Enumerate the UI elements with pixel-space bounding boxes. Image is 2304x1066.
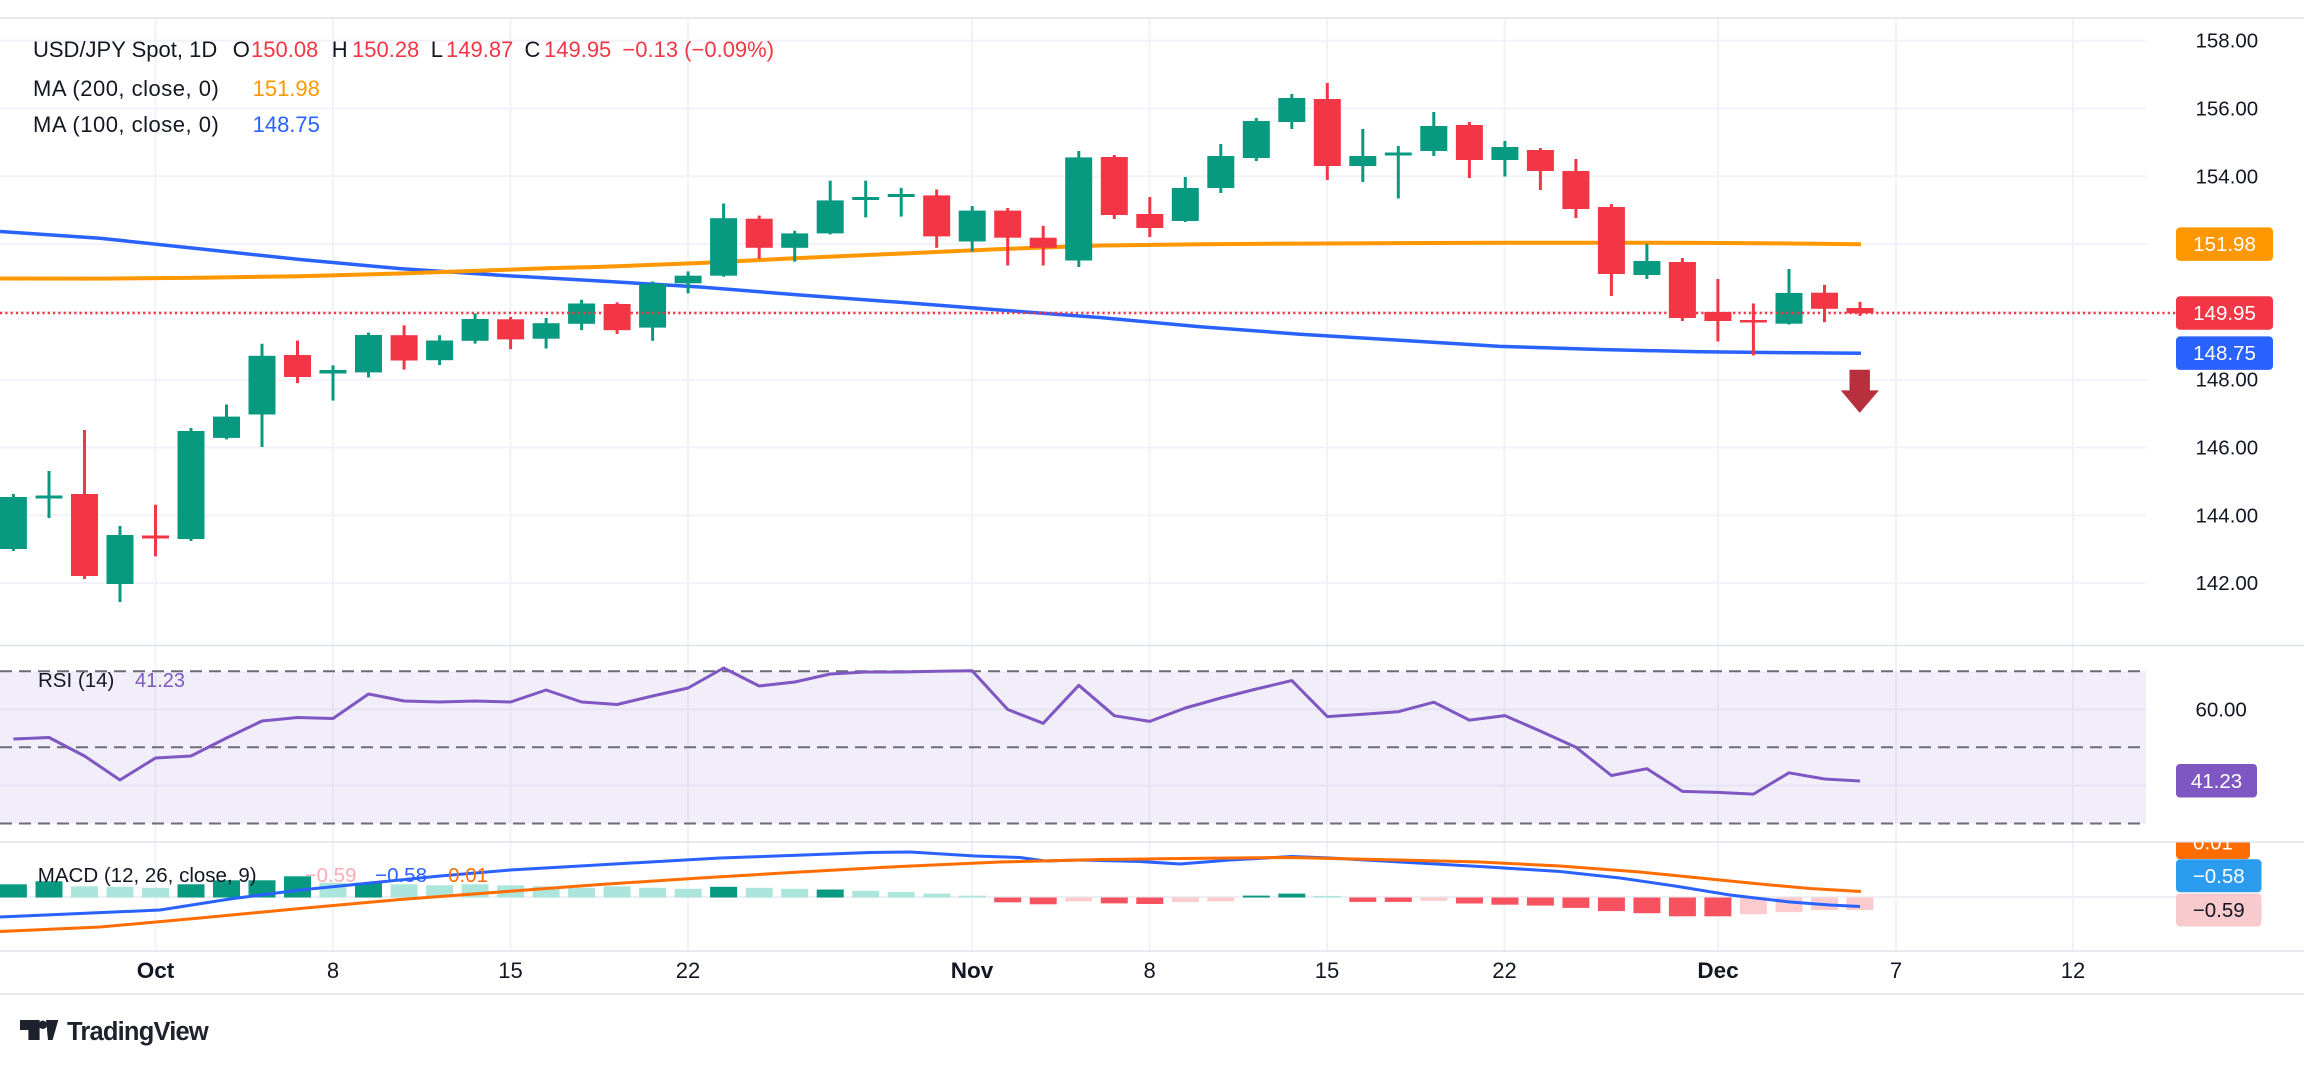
svg-text:−0.13 (−0.09%): −0.13 (−0.09%) [622,37,774,62]
svg-text:41.23: 41.23 [135,670,185,692]
svg-text:149.95: 149.95 [2193,302,2256,325]
svg-text:L: L [431,37,443,62]
svg-text:12: 12 [2061,958,2085,983]
svg-text:7: 7 [1890,958,1902,983]
svg-text:148.00: 148.00 [2196,369,2259,392]
svg-text:154.00: 154.00 [2196,165,2259,188]
svg-text:151.98: 151.98 [2193,233,2256,256]
svg-text:TradingView: TradingView [67,1018,209,1046]
svg-text:149.95: 149.95 [544,37,611,62]
svg-text:O: O [233,37,250,62]
svg-text:RSI (14): RSI (14) [38,669,114,692]
svg-text:C: C [525,37,541,62]
svg-text:0.01: 0.01 [2193,832,2233,855]
svg-text:0.01: 0.01 [448,864,488,887]
svg-text:8: 8 [1143,958,1155,983]
svg-text:146.00: 146.00 [2196,437,2259,460]
svg-text:144.00: 144.00 [2196,504,2259,527]
svg-text:Dec: Dec [1697,958,1738,983]
svg-text:60.00: 60.00 [2196,698,2247,721]
svg-text:149.87: 149.87 [446,37,513,62]
svg-text:−0.59: −0.59 [305,864,357,887]
svg-text:MA (100, close, 0): MA (100, close, 0) [33,112,219,137]
svg-text:MACD (12, 26, close, 9): MACD (12, 26, close, 9) [38,864,257,887]
svg-text:H: H [332,37,348,62]
svg-text:148.75: 148.75 [2193,342,2256,365]
svg-text:Nov: Nov [951,958,994,983]
svg-text:−0.59: −0.59 [2193,899,2245,922]
svg-text:8: 8 [327,958,339,983]
svg-text:Oct: Oct [137,958,175,983]
svg-text:156.00: 156.00 [2196,98,2259,121]
svg-text:15: 15 [1315,958,1339,983]
svg-text:142.00: 142.00 [2196,572,2259,595]
svg-text:151.98: 151.98 [253,76,320,101]
svg-text:MA (200, close, 0): MA (200, close, 0) [33,76,219,101]
svg-text:148.75: 148.75 [253,112,320,137]
svg-text:15: 15 [498,958,522,983]
svg-text:22: 22 [676,958,700,983]
svg-text:41.23: 41.23 [2191,770,2242,793]
svg-text:22: 22 [1492,958,1516,983]
svg-text:150.28: 150.28 [352,37,419,62]
svg-text:−0.58: −0.58 [375,864,427,887]
svg-text:158.00: 158.00 [2196,30,2259,53]
svg-text:USD/JPY Spot, 1D: USD/JPY Spot, 1D [33,37,217,62]
svg-text:150.08: 150.08 [251,37,318,62]
svg-text:−0.58: −0.58 [2193,865,2245,888]
